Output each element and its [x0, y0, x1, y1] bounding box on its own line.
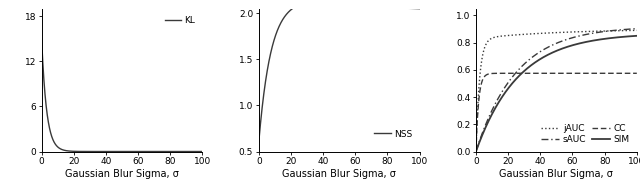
Legend: jAUC, sAUC, CC, SIM: jAUC, sAUC, CC, SIM [538, 121, 632, 147]
X-axis label: Gaussian Blur Sigma, σ: Gaussian Blur Sigma, σ [282, 169, 396, 179]
Legend: NSS: NSS [372, 127, 415, 141]
X-axis label: Gaussian Blur Sigma, σ: Gaussian Blur Sigma, σ [499, 169, 613, 179]
Legend: KL: KL [162, 13, 198, 28]
X-axis label: Gaussian Blur Sigma, σ: Gaussian Blur Sigma, σ [65, 169, 179, 179]
